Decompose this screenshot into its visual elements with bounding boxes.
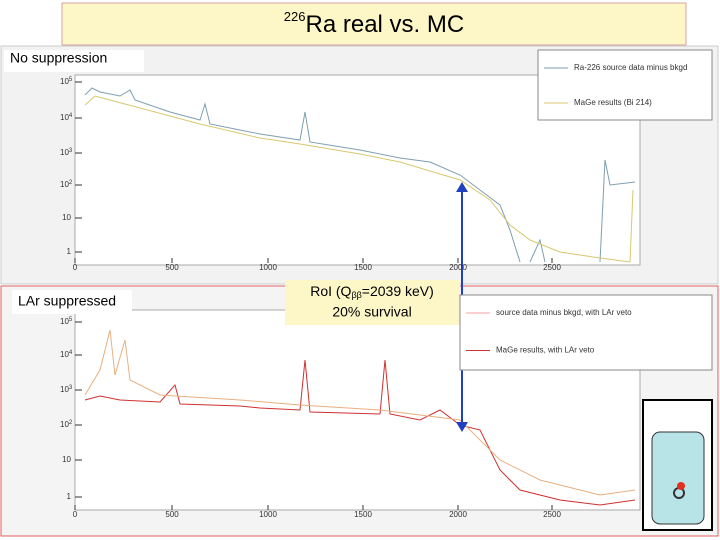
y-tick-label: 10 (62, 213, 71, 222)
title-box (61, 2, 687, 46)
y-tick-label: 103 (60, 385, 73, 395)
spectrum-data-top (84, 87, 636, 263)
x-tick-label: 1000 (259, 510, 277, 519)
annotation-line2: 20% survival (332, 304, 411, 320)
y-tick-exp: 5 (69, 77, 73, 83)
legend-label: Ra-226 source data minus bkgd (574, 63, 687, 72)
legend-box (537, 49, 713, 121)
source-mark (677, 482, 685, 490)
y-tick-exp: 3 (69, 385, 73, 391)
legend-label: MaGe results (Bi 214) (574, 98, 652, 107)
detector-vessel (651, 431, 705, 525)
legend-label: MaGe results, with LAr veto (496, 346, 595, 355)
y-tick-base: 10 (60, 317, 69, 326)
y-tick-label: 103 (60, 148, 73, 158)
panel-label-box (4, 50, 144, 72)
y-tick-label: 104 (60, 113, 73, 123)
y-tick-label: 1 (67, 247, 72, 256)
annotation-line1: RoI (Qββ=2039 keV) (310, 283, 434, 301)
legend-label: source data minus bkgd, with LAr veto (496, 308, 632, 317)
x-tick-label: 2000 (449, 510, 467, 519)
y-tick-base: 10 (60, 420, 69, 429)
y-tick-label: 1 (67, 492, 72, 501)
x-tick-label: 2000 (449, 263, 467, 272)
annotation-suffix: =2039 keV) (362, 283, 434, 299)
x-tick-label: 1000 (259, 263, 277, 272)
y-tick-label: 102 (60, 180, 73, 190)
y-tick-exp: 2 (69, 420, 73, 426)
y-tick-base: 10 (60, 385, 69, 394)
title-superscript: 226 (284, 9, 306, 24)
y-tick-label: 102 (60, 420, 73, 430)
x-tick-label: 0 (73, 263, 78, 272)
annotation-sub: ββ (351, 290, 361, 300)
y-tick-exp: 4 (69, 113, 73, 119)
spectrum-mc-top (84, 95, 634, 263)
x-tick-label: 2500 (543, 263, 561, 272)
y-tick-label: 104 (60, 350, 73, 360)
title: 226Ra real vs. MC (284, 9, 464, 38)
spectrum-mc-bottom (84, 329, 636, 496)
spectrum-data-bottom (84, 359, 636, 506)
y-tick-exp: 3 (69, 148, 73, 154)
annotation-prefix: RoI (Q (310, 283, 351, 299)
y-tick-base: 10 (60, 180, 69, 189)
x-tick-label: 500 (165, 510, 179, 519)
y-tick-base: 10 (60, 113, 69, 122)
x-tick-label: 2500 (543, 510, 561, 519)
y-tick-exp: 2 (69, 180, 73, 186)
y-tick-exp: 4 (69, 350, 73, 356)
y-tick-base: 10 (60, 77, 69, 86)
panel-label: No suppression (10, 50, 107, 66)
annotation-box (285, 280, 460, 325)
x-tick-label: 0 (73, 510, 78, 519)
legend-box (459, 294, 713, 371)
y-tick-label: 10 (62, 455, 71, 464)
y-tick-base: 10 (60, 350, 69, 359)
y-tick-base: 10 (60, 148, 69, 157)
panel-label-box (12, 290, 132, 314)
y-tick-label: 105 (60, 77, 73, 87)
title-text: Ra real vs. MC (306, 11, 465, 38)
y-tick-exp: 5 (69, 317, 73, 323)
x-tick-label: 1500 (354, 263, 372, 272)
x-tick-label: 500 (165, 263, 179, 272)
panel-label: LAr suppressed (18, 293, 116, 309)
x-tick-label: 1500 (354, 510, 372, 519)
y-tick-label: 105 (60, 317, 73, 327)
